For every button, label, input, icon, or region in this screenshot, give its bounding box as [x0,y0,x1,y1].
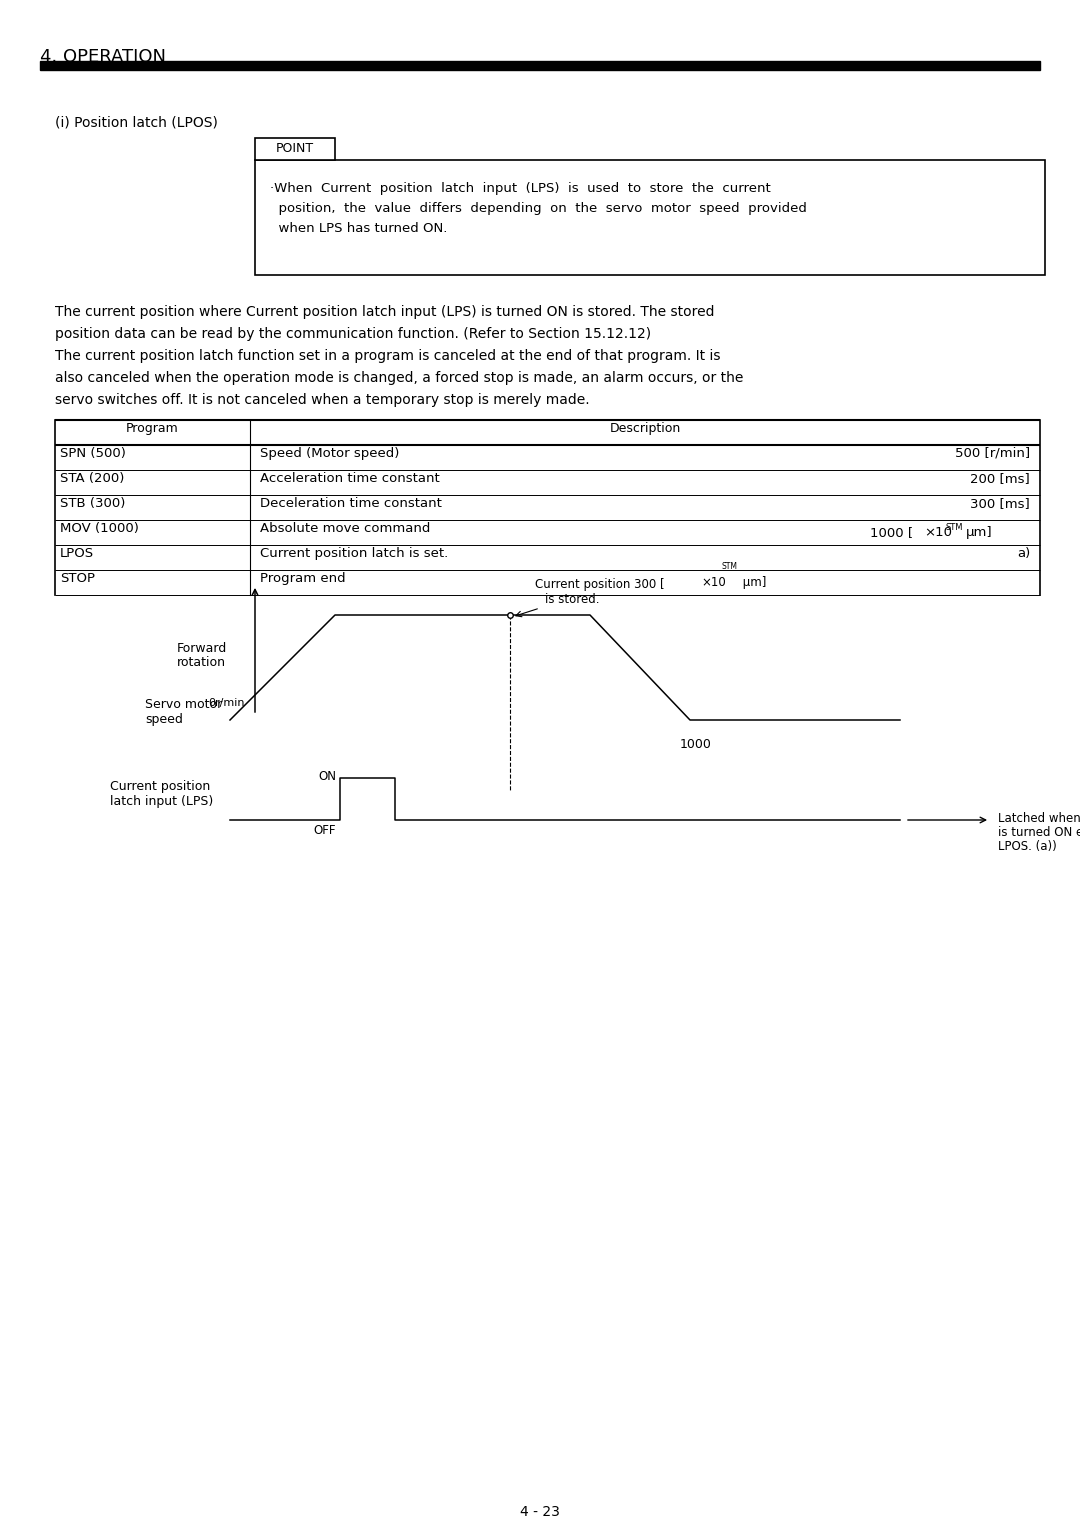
Text: Program: Program [126,422,179,435]
Text: when LPS has turned ON.: when LPS has turned ON. [270,222,447,235]
Text: POINT: POINT [275,142,314,154]
Text: μm]: μm] [739,576,767,588]
Text: ×10: ×10 [701,576,726,588]
Text: Servo motor: Servo motor [145,698,222,711]
Text: a): a) [1016,547,1030,559]
Text: 1000 [: 1000 [ [870,526,913,539]
Text: Current position latch is set.: Current position latch is set. [260,547,448,559]
Text: STM: STM [945,523,962,532]
Text: Absolute move command: Absolute move command [260,523,430,535]
Text: Current position 300 [: Current position 300 [ [535,578,664,591]
Text: Current position: Current position [110,779,211,793]
Text: ON: ON [318,770,336,782]
Text: 4. OPERATION: 4. OPERATION [40,47,166,66]
Text: rotation: rotation [177,656,226,669]
FancyBboxPatch shape [255,138,335,160]
Text: speed: speed [145,714,183,726]
Text: STM: STM [721,562,737,571]
Text: The current position where Current position latch input (LPS) is turned ON is st: The current position where Current posit… [55,306,715,319]
Text: position,  the  value  differs  depending  on  the  servo  motor  speed  provide: position, the value differs depending on… [270,202,807,215]
Text: Description: Description [609,422,680,435]
Text: Forward: Forward [177,642,227,656]
Text: Deceleration time constant: Deceleration time constant [260,497,442,510]
Text: Program end: Program end [260,571,346,585]
Text: OFF: OFF [313,824,336,837]
Text: servo switches off. It is not canceled when a temporary stop is merely made.: servo switches off. It is not canceled w… [55,393,590,406]
Text: 0r/min: 0r/min [208,698,244,707]
Text: STOP: STOP [60,571,95,585]
Text: μm]: μm] [966,526,993,539]
Text: 1000: 1000 [680,738,712,750]
Text: is turned ON edge by: is turned ON edge by [998,827,1080,839]
Text: The current position latch function set in a program is canceled at the end of t: The current position latch function set … [55,348,720,364]
Text: position data can be read by the communication function. (Refer to Section 15.12: position data can be read by the communi… [55,327,651,341]
Text: is stored.: is stored. [545,593,599,607]
Text: LPOS: LPOS [60,547,94,559]
Text: STB (300): STB (300) [60,497,125,510]
Text: SPN (500): SPN (500) [60,448,126,460]
Text: LPOS. (a)): LPOS. (a)) [998,840,1056,853]
Text: Latched when LPS: Latched when LPS [998,811,1080,825]
Text: Speed (Motor speed): Speed (Motor speed) [260,448,400,460]
Text: ·When  Current  position  latch  input  (LPS)  is  used  to  store  the  current: ·When Current position latch input (LPS)… [270,182,771,196]
Text: (i) Position latch (LPOS): (i) Position latch (LPOS) [55,115,218,128]
Text: latch input (LPS): latch input (LPS) [110,795,213,808]
Text: ×10: ×10 [924,526,951,539]
Text: also canceled when the operation mode is changed, a forced stop is made, an alar: also canceled when the operation mode is… [55,371,743,385]
Bar [40,61,1040,70]
Text: 300 [ms]: 300 [ms] [970,497,1030,510]
Text: STA (200): STA (200) [60,472,124,484]
Text: 200 [ms]: 200 [ms] [970,472,1030,484]
Text: Acceleration time constant: Acceleration time constant [260,472,440,484]
Text: MOV (1000): MOV (1000) [60,523,139,535]
Text: 4 - 23: 4 - 23 [521,1505,559,1519]
Text: 500 [r/min]: 500 [r/min] [955,448,1030,460]
FancyBboxPatch shape [255,160,1045,275]
